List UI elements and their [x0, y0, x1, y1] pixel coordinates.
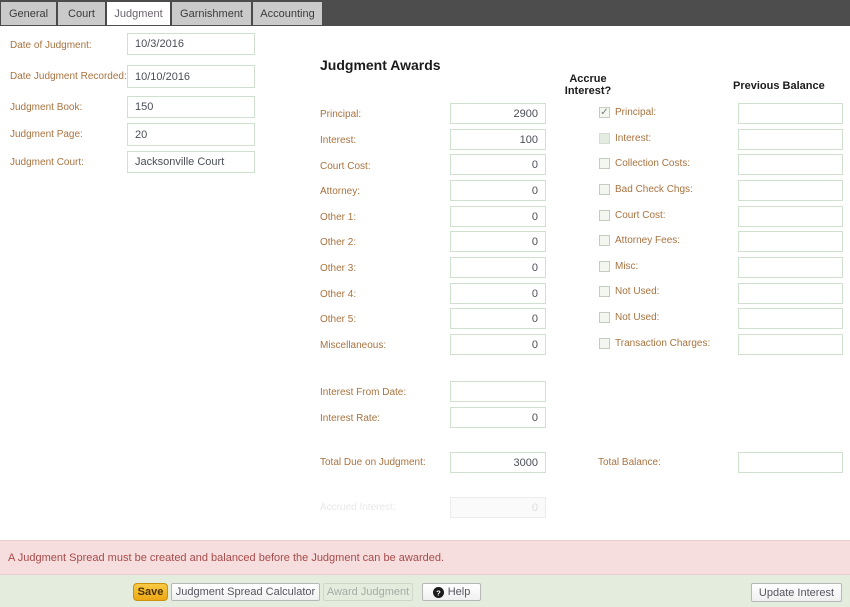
svg-text:?: ?: [436, 588, 441, 597]
